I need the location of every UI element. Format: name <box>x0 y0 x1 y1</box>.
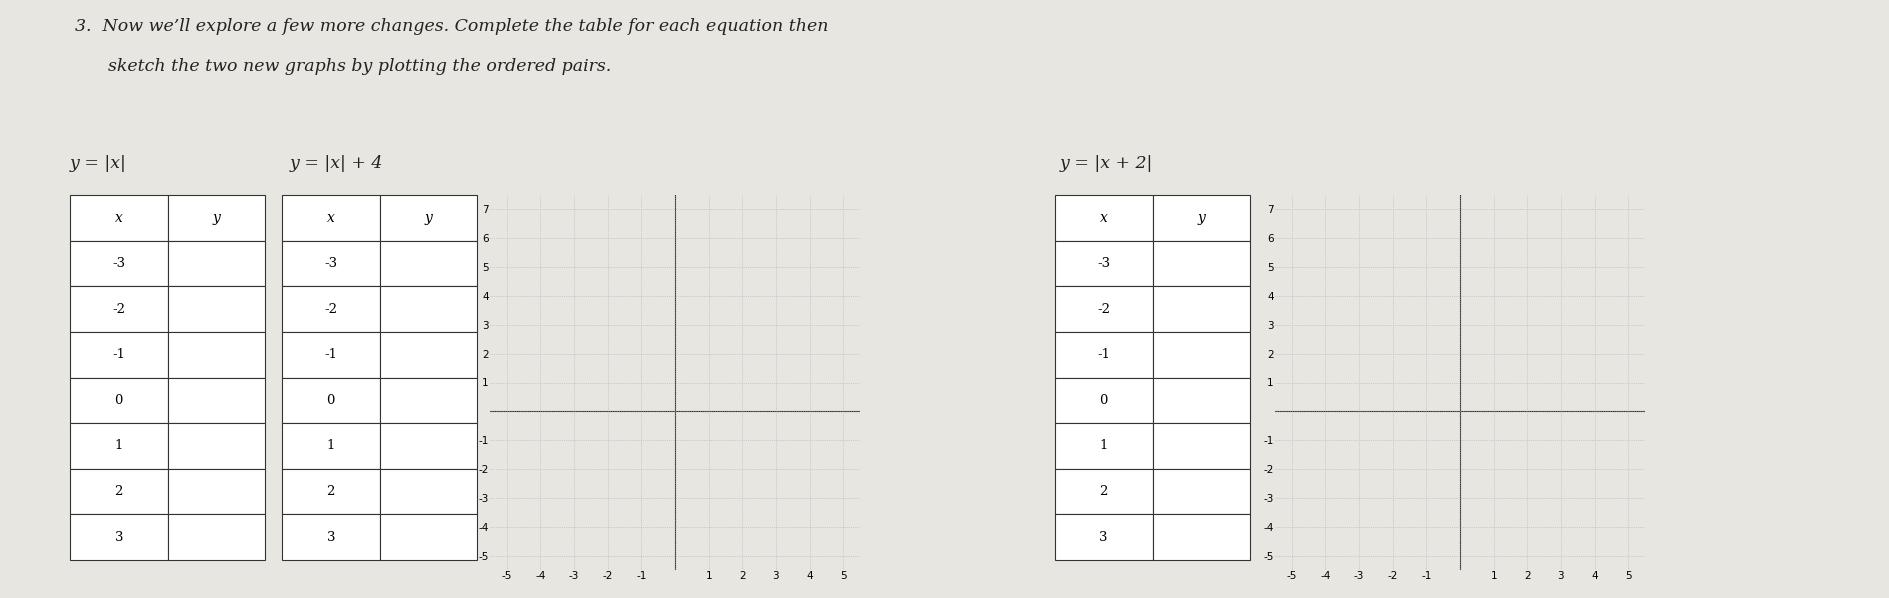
Bar <box>1152 514 1251 560</box>
Text: -1: -1 <box>1098 348 1111 361</box>
Text: y = |x|: y = |x| <box>70 155 127 172</box>
Bar <box>168 514 264 560</box>
Bar <box>1152 469 1251 514</box>
Text: -2: -2 <box>1098 303 1111 316</box>
Bar <box>281 514 380 560</box>
Bar <box>168 423 264 469</box>
Text: -2: -2 <box>325 303 338 316</box>
Bar <box>1054 377 1152 423</box>
Bar <box>168 240 264 286</box>
Bar <box>70 195 168 240</box>
Text: 3: 3 <box>327 530 334 544</box>
Text: 0: 0 <box>1099 394 1109 407</box>
Bar <box>168 286 264 332</box>
Bar <box>281 469 380 514</box>
Text: x: x <box>1099 211 1107 225</box>
Text: -3: -3 <box>1098 257 1111 270</box>
Bar <box>1054 240 1152 286</box>
Bar <box>70 240 168 286</box>
Text: x: x <box>115 211 123 225</box>
Bar <box>380 286 478 332</box>
Text: 0: 0 <box>115 394 123 407</box>
Bar <box>380 469 478 514</box>
Bar <box>380 195 478 240</box>
Bar <box>1054 195 1152 240</box>
Bar <box>70 332 168 377</box>
Text: y: y <box>212 211 221 225</box>
Text: 2: 2 <box>327 485 334 498</box>
Bar <box>281 377 380 423</box>
Text: 1: 1 <box>115 440 123 453</box>
Text: -2: -2 <box>111 303 125 316</box>
Bar <box>380 240 478 286</box>
Bar <box>1054 286 1152 332</box>
Text: 2: 2 <box>115 485 123 498</box>
Text: -3: -3 <box>325 257 338 270</box>
Bar <box>1054 332 1152 377</box>
Bar <box>1152 286 1251 332</box>
Text: y: y <box>425 211 433 225</box>
Bar <box>1152 377 1251 423</box>
Bar <box>1152 423 1251 469</box>
Bar <box>168 469 264 514</box>
Bar <box>281 332 380 377</box>
Text: -3: -3 <box>111 257 125 270</box>
Bar <box>70 423 168 469</box>
Text: 1: 1 <box>327 440 334 453</box>
Text: 3.  Now we’ll explore a few more changes. Complete the table for each equation t: 3. Now we’ll explore a few more changes.… <box>76 18 829 35</box>
Bar <box>380 377 478 423</box>
Text: y = |x| + 4: y = |x| + 4 <box>291 155 383 172</box>
Bar <box>70 514 168 560</box>
Text: 1: 1 <box>1099 440 1109 453</box>
Bar <box>70 377 168 423</box>
Text: 0: 0 <box>327 394 334 407</box>
Bar <box>168 195 264 240</box>
Bar <box>1152 195 1251 240</box>
Bar <box>1054 423 1152 469</box>
Bar <box>1054 469 1152 514</box>
Bar <box>281 195 380 240</box>
Text: 3: 3 <box>115 530 123 544</box>
Bar <box>70 286 168 332</box>
Bar <box>1152 332 1251 377</box>
Bar <box>1152 240 1251 286</box>
Text: sketch the two new graphs by plotting the ordered pairs.: sketch the two new graphs by plotting th… <box>76 58 612 75</box>
Bar <box>281 423 380 469</box>
Bar <box>168 377 264 423</box>
Text: 2: 2 <box>1099 485 1109 498</box>
Text: y = |x + 2|: y = |x + 2| <box>1060 155 1154 172</box>
Bar <box>281 240 380 286</box>
Bar <box>380 514 478 560</box>
Bar <box>168 332 264 377</box>
Text: y: y <box>1198 211 1205 225</box>
Bar <box>1054 514 1152 560</box>
Text: -1: -1 <box>325 348 338 361</box>
Bar <box>380 332 478 377</box>
Bar <box>70 469 168 514</box>
Bar <box>281 286 380 332</box>
Text: 3: 3 <box>1099 530 1109 544</box>
Text: x: x <box>327 211 334 225</box>
Text: -1: -1 <box>111 348 125 361</box>
Bar <box>380 423 478 469</box>
